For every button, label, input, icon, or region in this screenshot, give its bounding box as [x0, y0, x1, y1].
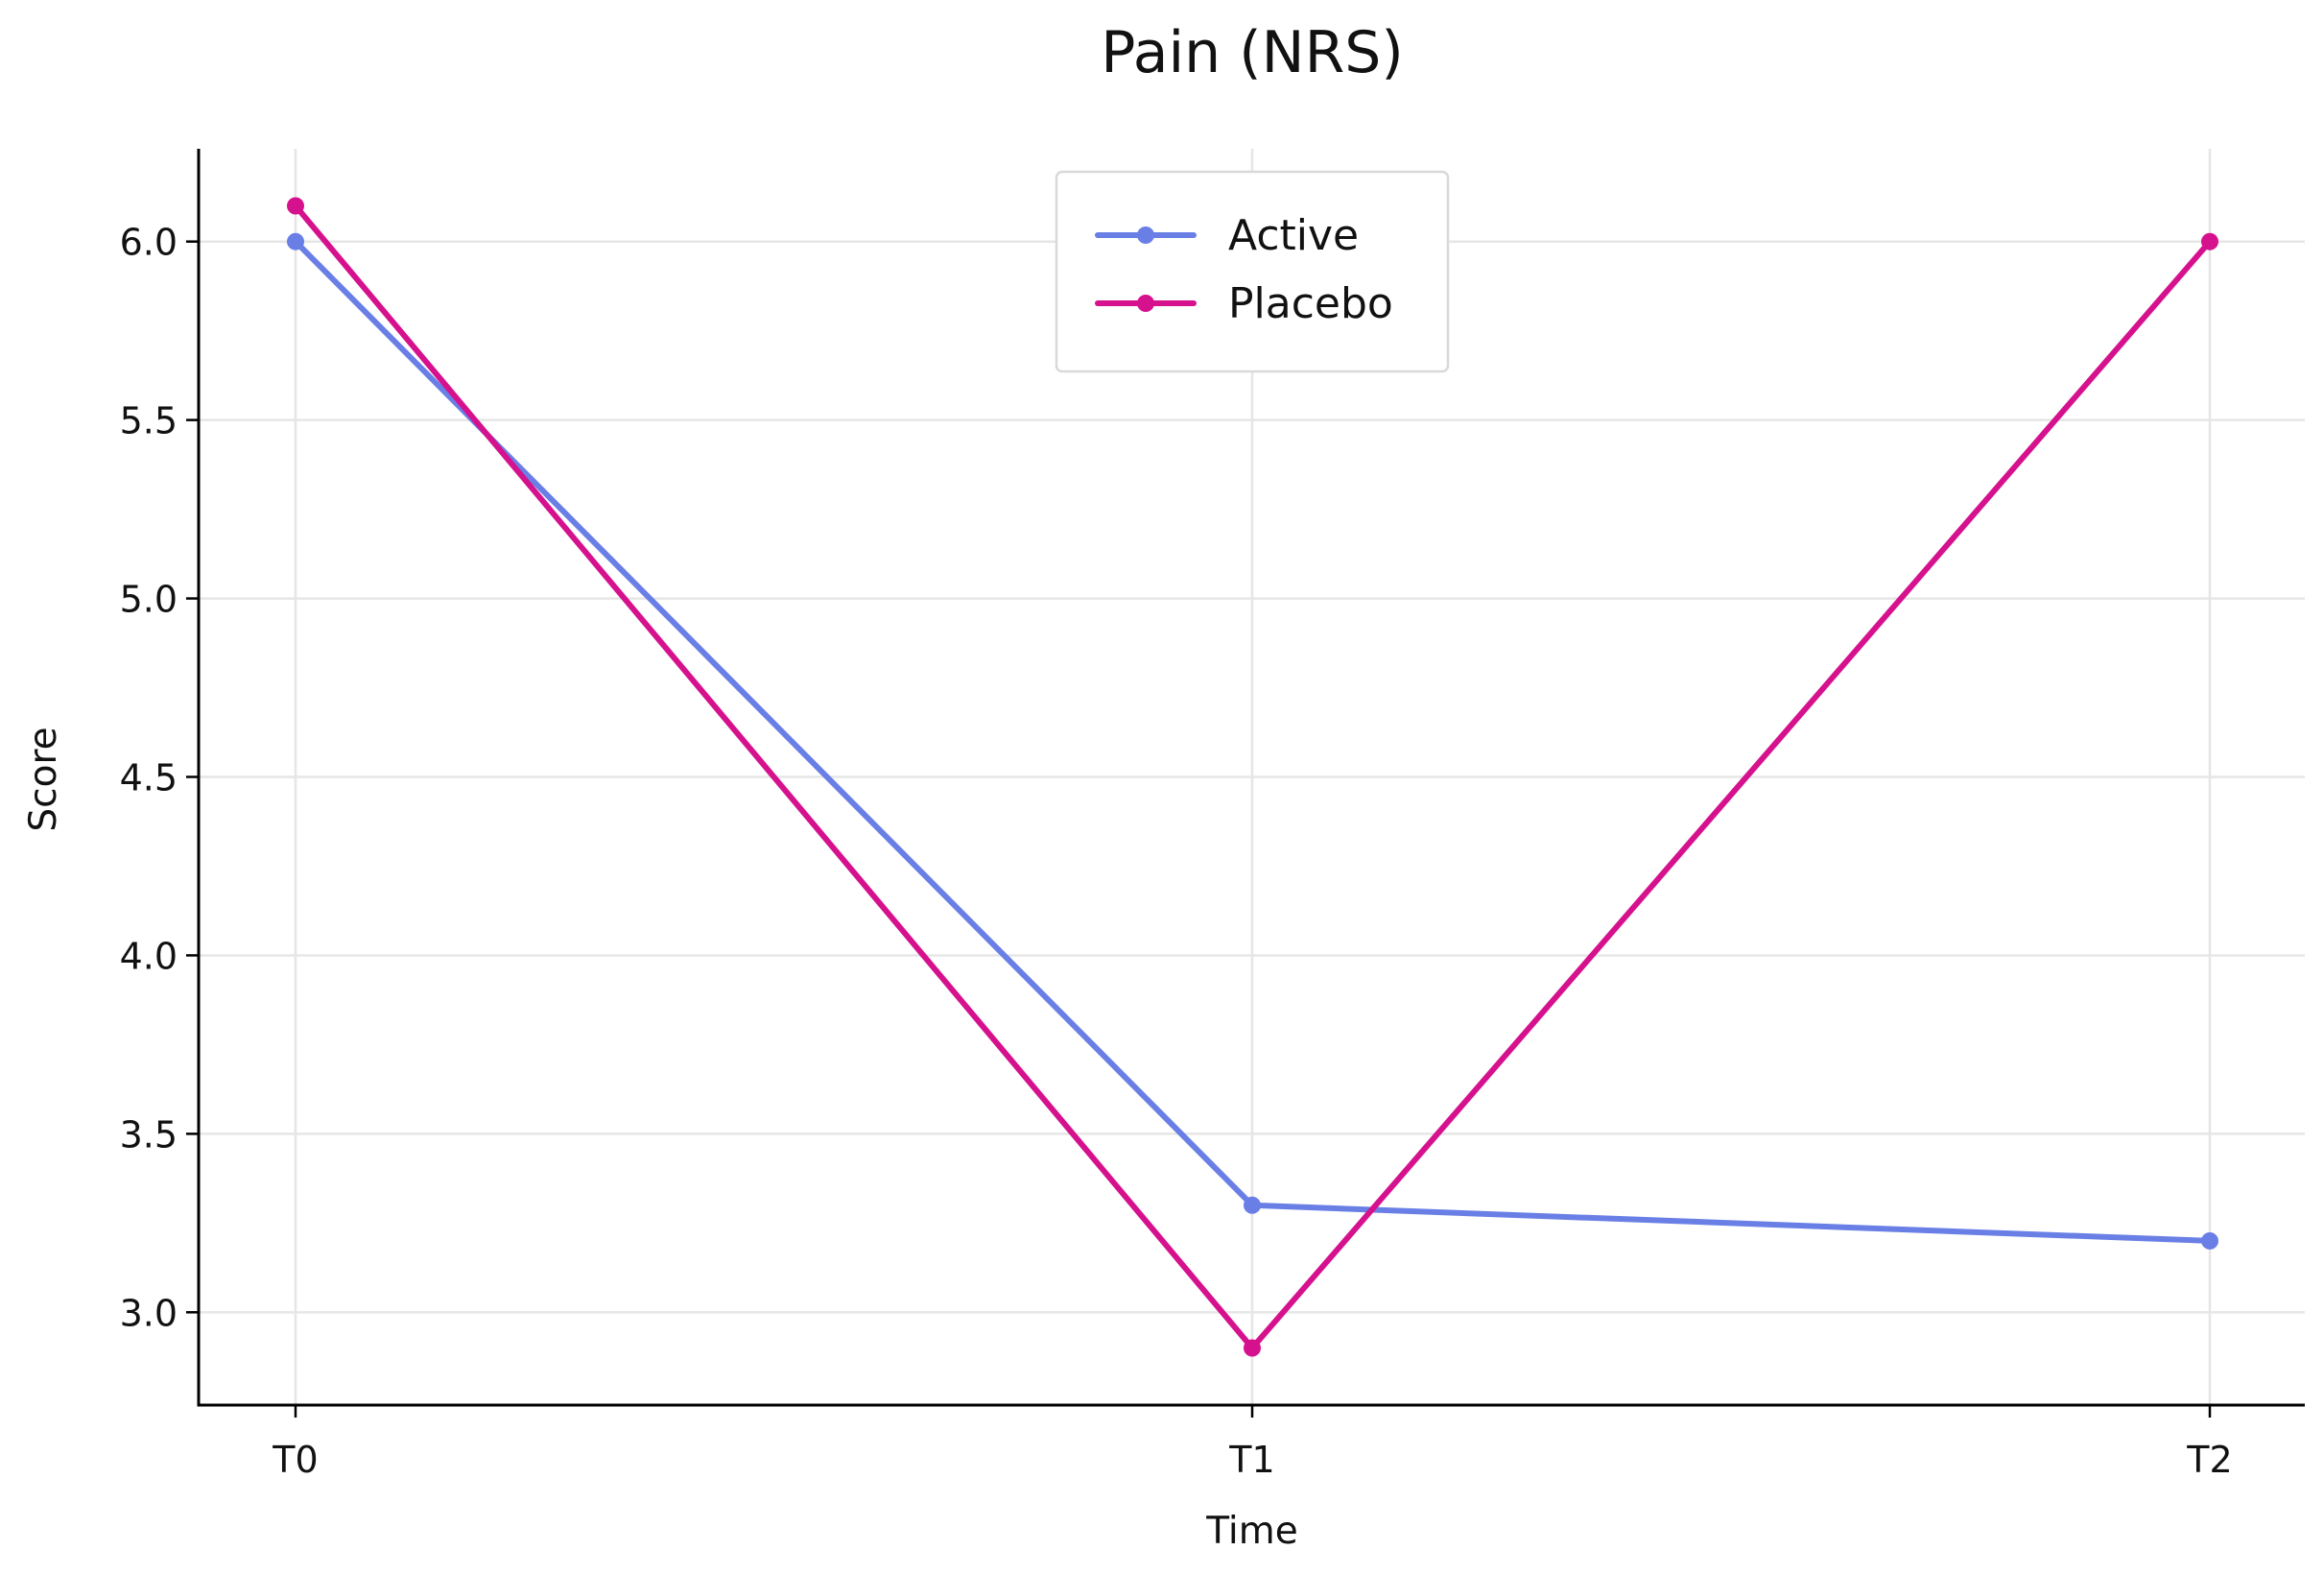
y-tick-label: 4.5: [120, 757, 178, 799]
data-point-placebo: [1244, 1339, 1261, 1357]
data-point-active: [1244, 1196, 1261, 1214]
legend-box: [1055, 170, 1450, 373]
legend-label-placebo: Placebo: [1228, 279, 1393, 328]
legend-marker-placebo: [1137, 295, 1154, 312]
y-tick-label: 4.0: [120, 935, 178, 977]
data-point-placebo: [287, 197, 304, 215]
x-tick-label: T2: [2186, 1439, 2232, 1481]
y-tick-label: 5.5: [120, 400, 178, 442]
grid: [199, 149, 2305, 1405]
series-layer: [287, 197, 2218, 1357]
y-tick-label: 5.0: [120, 579, 178, 621]
y-tick-label: 3.0: [120, 1292, 178, 1334]
data-point-active: [2201, 1231, 2218, 1250]
ticks: T0 T1 T2 3.0 3.5 4.0 4.5 5.0 5.5 6.0: [120, 222, 2233, 1481]
chart-title: Pain (NRS): [1101, 19, 1404, 86]
y-tick-label: 3.5: [120, 1113, 178, 1156]
x-axis-title: Time: [1205, 1510, 1297, 1553]
data-point-placebo: [2201, 232, 2218, 250]
data-point-active: [287, 232, 304, 250]
y-axis-title: Score: [22, 727, 65, 831]
y-tick-label: 6.0: [120, 222, 178, 264]
x-tick-label: T0: [272, 1439, 318, 1481]
legend: Active Placebo: [1055, 170, 1450, 373]
x-tick-label: T1: [1228, 1439, 1274, 1481]
legend-marker-active: [1137, 227, 1154, 244]
legend-label-active: Active: [1228, 211, 1359, 260]
